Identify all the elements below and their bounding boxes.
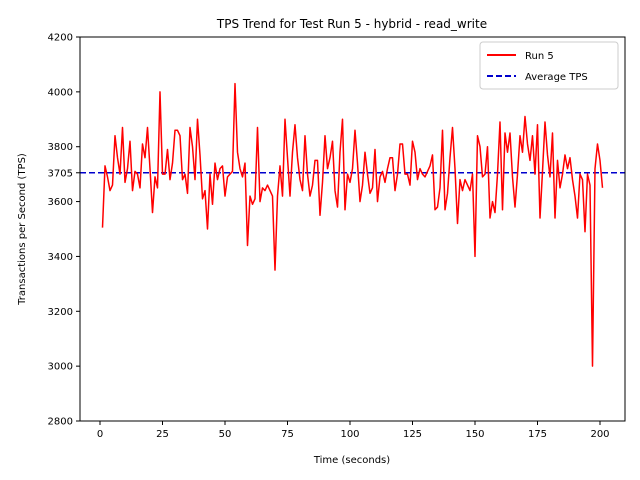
x-axis: 0 25 50 75 100 125 150 175 200 (97, 421, 610, 440)
y-tick-label: 2800 (48, 417, 73, 428)
y-tick-label: 3600 (48, 197, 73, 208)
x-tick-label: 150 (465, 429, 484, 440)
legend-label-run-5: Run 5 (525, 51, 554, 62)
chart-title: TPS Trend for Test Run 5 - hybrid - read… (216, 17, 487, 31)
x-tick-label: 100 (340, 429, 359, 440)
y-tick-label: 4000 (48, 87, 73, 98)
y-tick-label: 3000 (48, 362, 73, 373)
y-tick-label: 3400 (48, 252, 73, 263)
series-layer (80, 82, 625, 367)
x-tick-label: 75 (281, 429, 294, 440)
y-tick-label: 4200 (48, 33, 73, 44)
y-tick-label: 3705 (48, 168, 73, 179)
legend-box (479, 41, 619, 90)
legend: Run 5 Average TPS (479, 41, 619, 90)
x-tick-label: 25 (156, 429, 169, 440)
x-tick-label: 175 (528, 429, 547, 440)
plot-area-frame (79, 36, 626, 422)
y-tick-label: 3800 (48, 142, 73, 153)
x-tick-label: 50 (219, 429, 232, 440)
x-axis-label: Time (seconds) (313, 455, 390, 466)
series-line-run-5 (101, 82, 604, 367)
x-tick-label: 0 (97, 429, 103, 440)
y-tick-label: 3200 (48, 307, 73, 318)
x-tick-label: 200 (590, 429, 609, 440)
legend-label-average-tps: Average TPS (525, 72, 588, 83)
x-tick-label: 125 (403, 429, 422, 440)
y-axis-label: Transactions per Second (TPS) (17, 153, 28, 306)
y-axis: 2800 3000 3200 3400 3600 3705 3800 4000 4200 (48, 33, 80, 428)
